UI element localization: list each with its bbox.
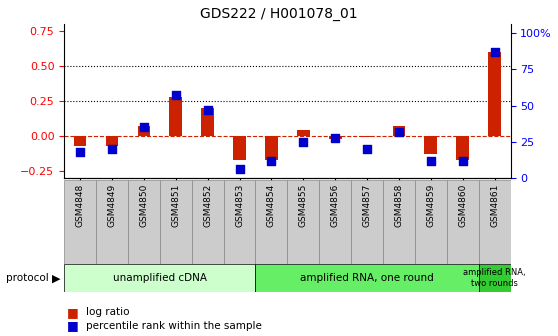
Point: [235, 167, 244, 172]
Bar: [393, 126, 405, 136]
Bar: [74, 136, 86, 146]
Bar: [415, 180, 447, 264]
Text: amplified RNA, one round: amplified RNA, one round: [300, 273, 434, 283]
Bar: [137, 126, 150, 136]
Text: GSM4856: GSM4856: [331, 184, 340, 227]
Text: log ratio: log ratio: [86, 307, 130, 318]
Text: protocol: protocol: [6, 273, 49, 283]
Bar: [233, 136, 246, 160]
Point: [490, 49, 499, 55]
Point: [267, 158, 276, 163]
Text: GSM4853: GSM4853: [235, 184, 244, 227]
Bar: [224, 180, 256, 264]
Text: GSM4848: GSM4848: [76, 184, 85, 227]
Bar: [201, 108, 214, 136]
Bar: [160, 180, 192, 264]
Bar: [329, 136, 341, 139]
Bar: [479, 264, 511, 292]
Text: GDS222 / H001078_01: GDS222 / H001078_01: [200, 7, 358, 21]
Bar: [319, 180, 351, 264]
Bar: [351, 180, 383, 264]
Point: [426, 158, 435, 163]
Text: GSM4858: GSM4858: [395, 184, 403, 227]
Text: GSM4859: GSM4859: [426, 184, 435, 227]
Bar: [105, 136, 118, 146]
Point: [331, 135, 340, 140]
Point: [458, 158, 467, 163]
Bar: [456, 136, 469, 160]
Text: GSM4861: GSM4861: [490, 184, 499, 227]
Bar: [479, 180, 511, 264]
Bar: [128, 180, 160, 264]
Text: GSM4857: GSM4857: [363, 184, 372, 227]
Bar: [170, 96, 182, 136]
Bar: [64, 180, 96, 264]
Bar: [256, 264, 479, 292]
Bar: [287, 180, 319, 264]
Bar: [360, 136, 373, 137]
Point: [299, 139, 308, 144]
Text: GSM4849: GSM4849: [108, 184, 117, 227]
Text: GSM4850: GSM4850: [140, 184, 148, 227]
Bar: [383, 180, 415, 264]
Text: GSM4852: GSM4852: [203, 184, 212, 227]
Bar: [96, 180, 128, 264]
Point: [171, 93, 180, 98]
Point: [395, 129, 403, 134]
Point: [363, 146, 372, 152]
Text: GSM4854: GSM4854: [267, 184, 276, 227]
Text: ▶: ▶: [52, 273, 60, 283]
Point: [203, 107, 212, 113]
Bar: [447, 180, 479, 264]
Text: percentile rank within the sample: percentile rank within the sample: [86, 321, 262, 331]
Text: unamplified cDNA: unamplified cDNA: [113, 273, 207, 283]
Point: [108, 146, 117, 152]
Bar: [192, 180, 224, 264]
Bar: [265, 136, 278, 160]
Bar: [297, 130, 310, 136]
Text: GSM4851: GSM4851: [171, 184, 180, 227]
Text: ■: ■: [67, 320, 79, 332]
Text: GSM4860: GSM4860: [458, 184, 467, 227]
Text: amplified RNA,
two rounds: amplified RNA, two rounds: [463, 268, 526, 288]
Text: ■: ■: [67, 306, 79, 319]
Bar: [425, 136, 437, 154]
Bar: [256, 180, 287, 264]
Bar: [64, 264, 256, 292]
Point: [140, 125, 148, 130]
Text: GSM4855: GSM4855: [299, 184, 308, 227]
Bar: [488, 52, 501, 136]
Point: [76, 149, 85, 155]
